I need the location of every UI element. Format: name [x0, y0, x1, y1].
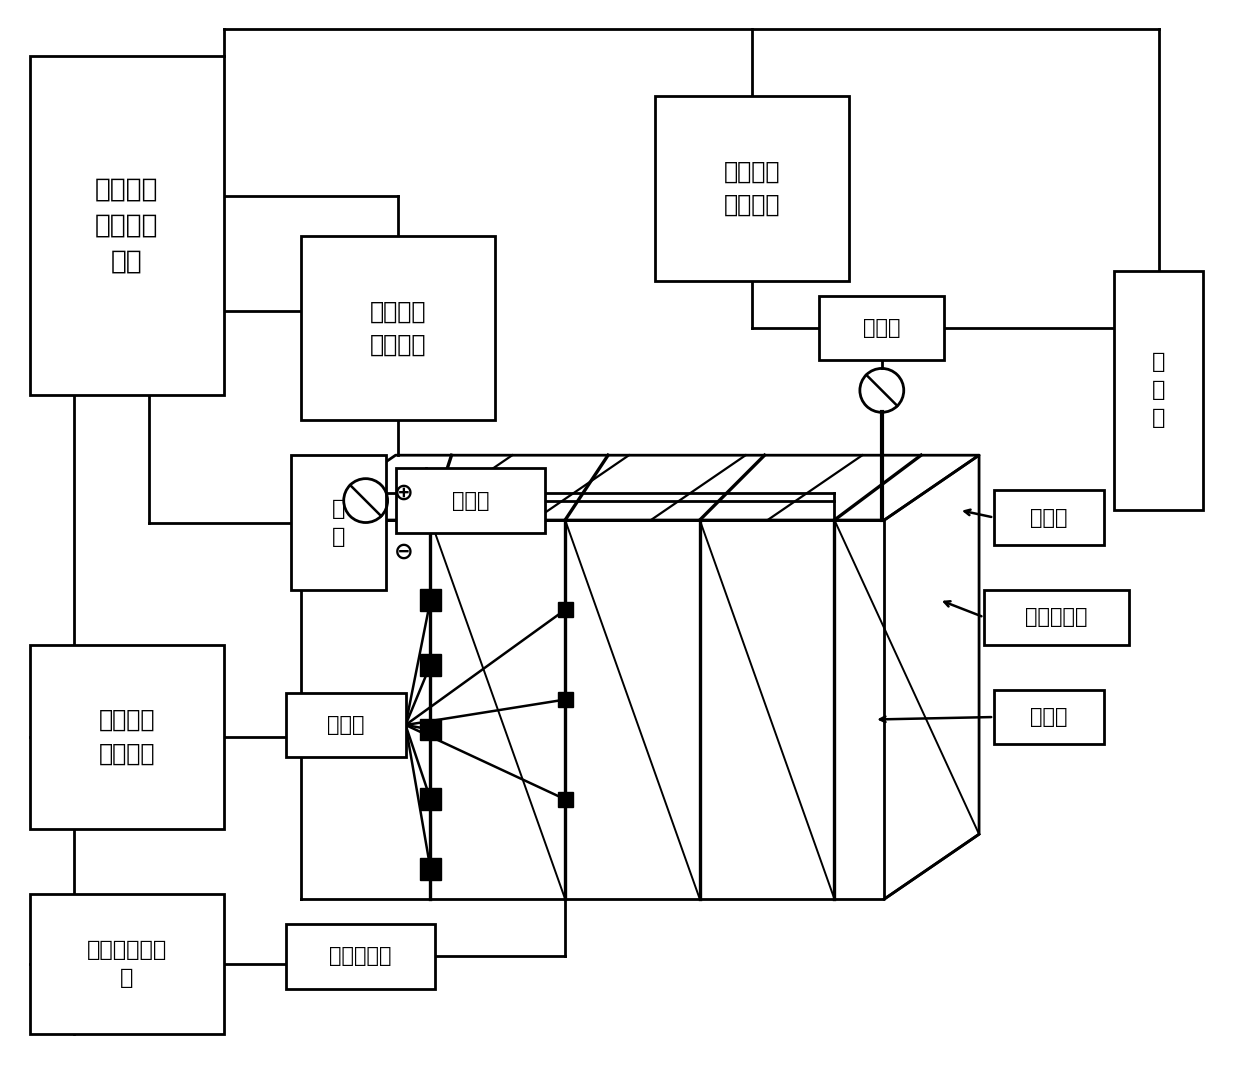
Bar — [655, 96, 849, 280]
Text: 孔压计: 孔压计 — [327, 715, 365, 734]
Bar — [30, 645, 224, 829]
Bar — [419, 588, 441, 611]
Text: 真空表: 真空表 — [863, 318, 900, 338]
Bar — [820, 295, 944, 360]
Text: 数据采集
分析控制
终端: 数据采集 分析控制 终端 — [95, 177, 159, 275]
Bar — [30, 56, 224, 395]
Text: 电
源: 电 源 — [331, 499, 345, 547]
Text: 电压表: 电压表 — [451, 490, 489, 511]
Bar — [419, 718, 441, 741]
Text: 孔压数据
采集终端: 孔压数据 采集终端 — [98, 708, 155, 765]
Bar — [994, 490, 1104, 545]
Bar — [985, 589, 1128, 645]
Text: 真
空
泵: 真 空 泵 — [1152, 353, 1166, 429]
Bar — [419, 858, 441, 881]
Text: ⊕: ⊕ — [393, 481, 413, 505]
Bar — [396, 468, 546, 533]
Bar — [419, 653, 441, 676]
Text: 分层沉降计: 分层沉降计 — [330, 947, 392, 967]
Text: 排水板: 排水板 — [1030, 707, 1068, 727]
Text: 真空膜: 真空膜 — [1030, 507, 1068, 528]
Bar — [558, 692, 573, 707]
Bar — [286, 924, 435, 989]
Text: 电渗阳极板: 电渗阳极板 — [1025, 608, 1087, 627]
Bar — [1114, 271, 1204, 510]
Text: 真空数据
采集终端: 真空数据 采集终端 — [724, 160, 780, 217]
Text: ⊖: ⊖ — [393, 540, 413, 564]
Text: 电压数据
采集终端: 电压数据 采集终端 — [370, 300, 427, 357]
Bar — [30, 894, 224, 1034]
Bar — [994, 690, 1104, 744]
Text: 沉降数据集终
端: 沉降数据集终 端 — [87, 940, 167, 988]
Bar — [286, 693, 405, 758]
Bar — [291, 455, 386, 589]
Bar — [301, 236, 495, 420]
Bar — [558, 602, 573, 617]
Bar — [558, 792, 573, 807]
Bar — [419, 789, 441, 810]
